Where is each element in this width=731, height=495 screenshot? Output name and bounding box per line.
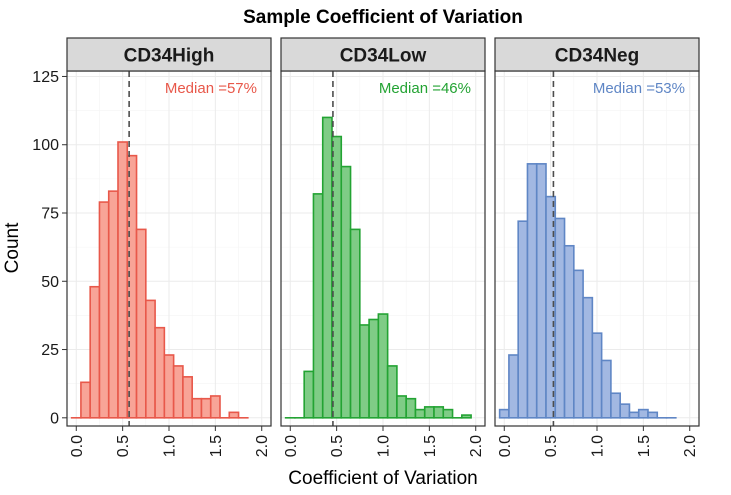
histogram-bar <box>200 397 212 419</box>
histogram-bars <box>498 163 677 419</box>
histogram-bar <box>191 397 203 419</box>
x-axis-title: Coefficient of Variation <box>288 468 477 489</box>
histogram-bar <box>498 408 510 419</box>
histogram-bar <box>340 165 352 419</box>
x-tick-label: 2.0 <box>468 435 485 457</box>
facet-strip <box>494 37 700 72</box>
x-tick-label: 2.0 <box>682 435 699 457</box>
histogram-bar <box>619 403 631 419</box>
histogram-bar <box>98 201 110 419</box>
x-tick-label: 2.0 <box>254 435 271 457</box>
histogram-bar <box>461 414 472 419</box>
histogram-bar <box>117 141 129 419</box>
x-tick-label: 0.5 <box>543 435 560 457</box>
histogram-bar <box>405 397 417 419</box>
histogram-bar <box>154 326 166 419</box>
x-tick-label: 1.5 <box>636 435 653 457</box>
histogram-bar <box>610 392 621 419</box>
facet-strip-label: CD34Neg <box>555 46 639 67</box>
x-tick-label: 0.5 <box>329 435 346 457</box>
median-label: Median =46% <box>379 80 471 97</box>
x-tick-label: 0.0 <box>497 435 514 457</box>
histogram-bar <box>563 244 575 419</box>
facet-strip-label: CD34Low <box>340 46 427 67</box>
facet-strip-label: CD34High <box>124 46 215 67</box>
histogram-bar <box>554 217 566 419</box>
histogram-bar <box>535 163 547 419</box>
facet-strip <box>280 37 486 72</box>
histogram-bars <box>70 141 249 419</box>
histogram-bar <box>600 359 612 419</box>
y-axis-title: Count <box>2 222 23 273</box>
y-tick-label: 25 <box>41 342 59 359</box>
histogram-bar <box>573 269 584 419</box>
histogram-bar <box>414 408 426 419</box>
histogram-bar <box>182 376 193 419</box>
histogram-bar <box>628 411 640 419</box>
histogram-bar <box>377 313 389 419</box>
histogram-bar <box>508 354 519 419</box>
y-tick-label: 75 <box>41 206 59 223</box>
histogram-bar <box>442 408 454 419</box>
y-tick-label: 0 <box>50 410 59 427</box>
y-axis: 0 25 50 75 100 125 <box>32 69 67 427</box>
x-tick-label: 1.5 <box>422 435 439 457</box>
histogram-bar <box>172 365 184 419</box>
histogram-bar <box>396 395 407 419</box>
x-tick-label: 1.0 <box>376 435 393 457</box>
histogram-bar <box>89 285 101 419</box>
histogram-bar <box>209 395 221 419</box>
histogram-bar <box>637 408 649 419</box>
x-tick-label: 0.0 <box>69 435 86 457</box>
y-tick-label: 100 <box>32 137 59 154</box>
histogram-bar <box>433 406 445 419</box>
histogram-bar <box>321 116 333 419</box>
histogram-bar <box>647 411 659 419</box>
histogram-bar <box>145 299 156 419</box>
facet-strip <box>66 37 272 72</box>
histogram-bar <box>303 370 315 419</box>
histogram-bar <box>80 381 91 419</box>
histogram-bar <box>591 332 603 419</box>
x-tick-label: 1.0 <box>162 435 179 457</box>
facet-cd34low: Median =46% CD34Low 0.0 0.5 1.0 1.5 2.0 <box>280 37 486 457</box>
median-label: Median =53% <box>593 80 685 97</box>
histogram-bar <box>107 190 119 419</box>
facet-cd34high: Median =57% CD34High 0.0 0.5 1.0 1.5 2.0 <box>66 37 272 457</box>
y-tick-label: 125 <box>32 69 59 86</box>
histogram-bar <box>349 228 361 419</box>
y-tick-label: 50 <box>41 274 59 291</box>
x-tick-label: 0.0 <box>283 435 300 457</box>
histogram-bar <box>312 193 324 419</box>
histogram-bar <box>517 220 529 419</box>
histogram-bar <box>228 411 240 419</box>
chart-title: Sample Coefficient of Variation <box>243 7 523 28</box>
facet-cd34neg: Median =53% CD34Neg 0.0 0.5 1.0 1.5 2.0 <box>494 37 700 457</box>
histogram-bar <box>163 354 175 419</box>
histogram-bar <box>135 228 147 419</box>
histogram-bar <box>368 318 380 419</box>
histogram-bar <box>359 324 370 419</box>
histogram-bars <box>284 116 472 419</box>
histogram-bar <box>526 163 538 419</box>
histogram-bar <box>386 365 398 419</box>
histogram-bar <box>423 406 435 419</box>
x-tick-label: 0.5 <box>115 435 132 457</box>
x-tick-label: 1.0 <box>590 435 607 457</box>
histogram-bar <box>582 296 594 419</box>
x-tick-label: 1.5 <box>208 435 225 457</box>
median-label: Median =57% <box>165 80 257 97</box>
